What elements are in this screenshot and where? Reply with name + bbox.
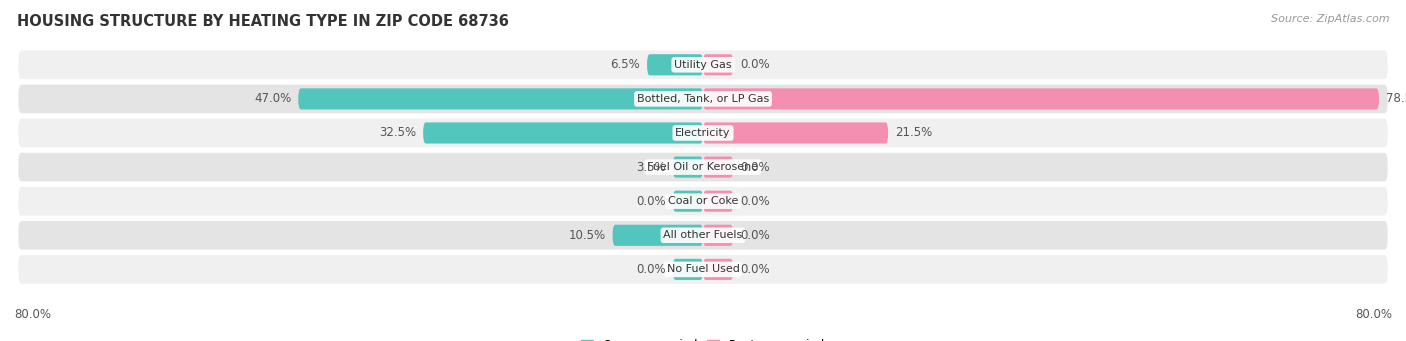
- FancyBboxPatch shape: [18, 85, 1388, 113]
- Text: 80.0%: 80.0%: [14, 308, 51, 321]
- Text: 32.5%: 32.5%: [380, 127, 416, 139]
- FancyBboxPatch shape: [18, 153, 1388, 181]
- Text: Source: ZipAtlas.com: Source: ZipAtlas.com: [1271, 14, 1389, 24]
- Text: 0.0%: 0.0%: [637, 263, 666, 276]
- Text: 10.5%: 10.5%: [568, 229, 606, 242]
- Text: No Fuel Used: No Fuel Used: [666, 264, 740, 275]
- FancyBboxPatch shape: [673, 259, 703, 280]
- Text: 0.0%: 0.0%: [637, 195, 666, 208]
- Text: 78.5%: 78.5%: [1386, 92, 1406, 105]
- Text: 0.0%: 0.0%: [740, 161, 769, 174]
- FancyBboxPatch shape: [423, 122, 703, 144]
- Text: 0.0%: 0.0%: [740, 195, 769, 208]
- FancyBboxPatch shape: [18, 187, 1388, 216]
- FancyBboxPatch shape: [18, 50, 1388, 79]
- Text: Utility Gas: Utility Gas: [675, 60, 731, 70]
- Text: 21.5%: 21.5%: [896, 127, 932, 139]
- Text: 0.0%: 0.0%: [740, 263, 769, 276]
- Text: 47.0%: 47.0%: [254, 92, 291, 105]
- FancyBboxPatch shape: [703, 88, 1379, 109]
- Text: Electricity: Electricity: [675, 128, 731, 138]
- FancyBboxPatch shape: [703, 54, 733, 75]
- Text: Coal or Coke: Coal or Coke: [668, 196, 738, 206]
- FancyBboxPatch shape: [673, 157, 703, 178]
- Text: All other Fuels: All other Fuels: [664, 230, 742, 240]
- FancyBboxPatch shape: [703, 259, 733, 280]
- FancyBboxPatch shape: [703, 225, 733, 246]
- Text: 0.0%: 0.0%: [740, 229, 769, 242]
- FancyBboxPatch shape: [673, 191, 703, 212]
- Text: 6.5%: 6.5%: [610, 58, 640, 71]
- FancyBboxPatch shape: [613, 225, 703, 246]
- FancyBboxPatch shape: [703, 157, 733, 178]
- FancyBboxPatch shape: [703, 191, 733, 212]
- Text: 3.5%: 3.5%: [637, 161, 666, 174]
- Text: HOUSING STRUCTURE BY HEATING TYPE IN ZIP CODE 68736: HOUSING STRUCTURE BY HEATING TYPE IN ZIP…: [17, 14, 509, 29]
- Text: Bottled, Tank, or LP Gas: Bottled, Tank, or LP Gas: [637, 94, 769, 104]
- FancyBboxPatch shape: [18, 221, 1388, 250]
- Text: Fuel Oil or Kerosene: Fuel Oil or Kerosene: [647, 162, 759, 172]
- FancyBboxPatch shape: [647, 54, 703, 75]
- FancyBboxPatch shape: [298, 88, 703, 109]
- Legend: Owner-occupied, Renter-occupied: Owner-occupied, Renter-occupied: [576, 335, 830, 341]
- Text: 0.0%: 0.0%: [740, 58, 769, 71]
- FancyBboxPatch shape: [18, 255, 1388, 284]
- Text: 80.0%: 80.0%: [1355, 308, 1392, 321]
- FancyBboxPatch shape: [18, 119, 1388, 147]
- FancyBboxPatch shape: [703, 122, 889, 144]
